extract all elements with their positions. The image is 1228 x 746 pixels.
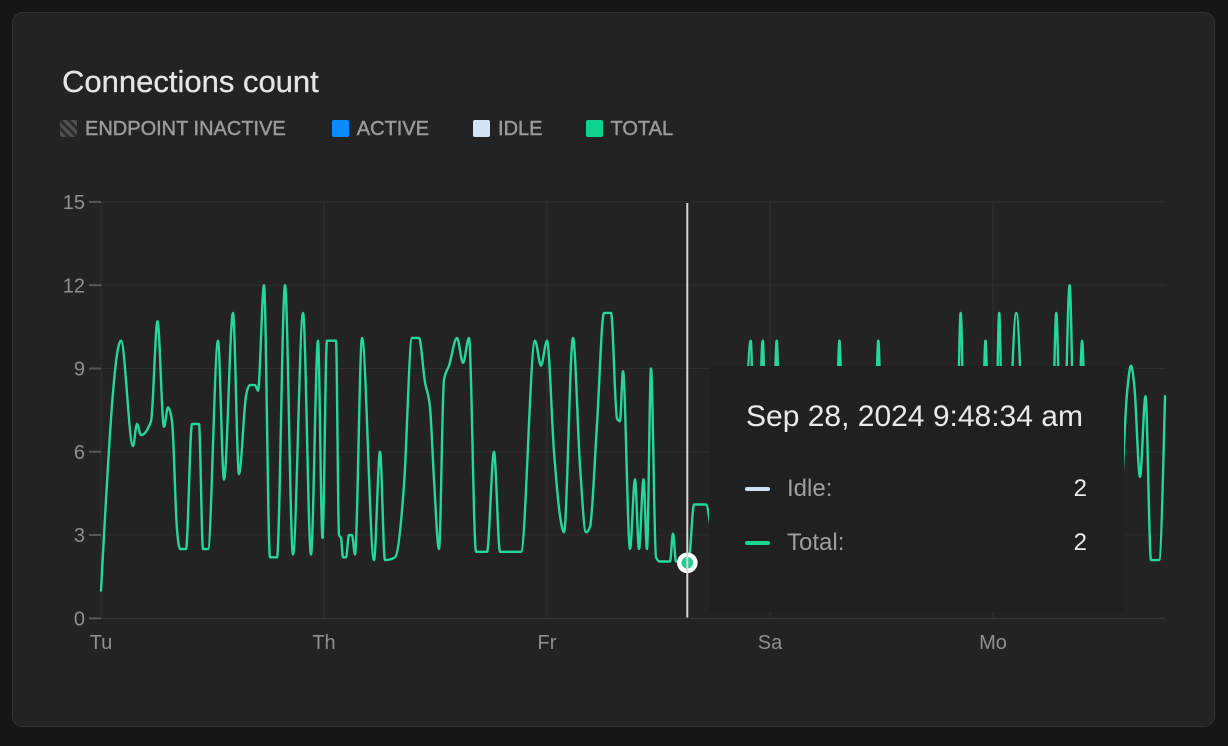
svg-text:6: 6 [74, 442, 85, 464]
svg-text:Fr: Fr [538, 632, 557, 654]
svg-text:Tu: Tu [90, 632, 113, 654]
svg-text:Th: Th [312, 632, 335, 654]
svg-text:0: 0 [74, 609, 85, 631]
svg-text:12: 12 [63, 275, 85, 297]
svg-text:Sa: Sa [758, 632, 783, 654]
svg-text:15: 15 [63, 192, 85, 214]
svg-text:Mo: Mo [979, 632, 1007, 654]
svg-text:9: 9 [74, 359, 85, 381]
svg-text:3: 3 [74, 525, 85, 547]
